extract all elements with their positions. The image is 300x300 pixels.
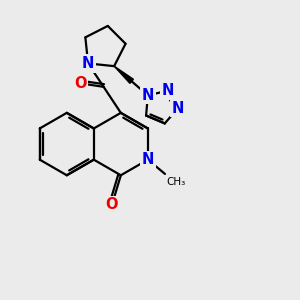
Text: N: N bbox=[82, 56, 94, 71]
Text: O: O bbox=[74, 76, 86, 91]
Text: N: N bbox=[172, 100, 184, 116]
Text: N: N bbox=[142, 88, 154, 103]
Text: CH₃: CH₃ bbox=[167, 178, 186, 188]
Text: N: N bbox=[142, 152, 154, 167]
Text: N: N bbox=[161, 83, 174, 98]
Text: O: O bbox=[106, 197, 118, 212]
Polygon shape bbox=[114, 66, 134, 83]
